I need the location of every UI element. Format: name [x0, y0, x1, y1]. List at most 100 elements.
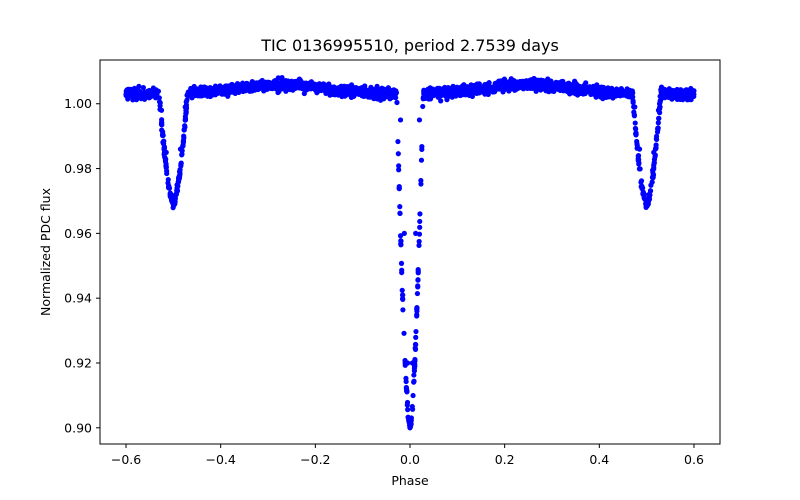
data-point: [176, 169, 183, 175]
data-point: [399, 287, 405, 293]
data-point: [686, 94, 692, 100]
data-point: [405, 407, 411, 413]
data-point: [398, 260, 405, 266]
data-point: [607, 88, 613, 94]
y-tick-label: 0.90: [64, 420, 92, 435]
data-point: [159, 122, 165, 128]
data-point: [650, 175, 656, 181]
data-point: [163, 156, 169, 162]
data-point: [512, 87, 518, 93]
data-point: [417, 211, 423, 217]
data-point: [147, 89, 153, 96]
x-tick-label: 0.0: [400, 452, 420, 467]
data-point: [525, 80, 531, 86]
data-point: [476, 81, 482, 87]
data-point: [289, 87, 295, 93]
data-point: [653, 136, 660, 142]
data-point: [500, 89, 506, 95]
data-point: [182, 117, 189, 123]
data-point: [669, 96, 675, 102]
data-point: [228, 86, 234, 92]
data-point: [374, 96, 381, 102]
data-point: [409, 403, 415, 410]
data-point: [184, 92, 190, 98]
data-point: [234, 82, 240, 89]
data-point: [596, 88, 602, 94]
data-point: [630, 98, 636, 104]
x-tick-label: 0.2: [495, 452, 515, 467]
data-point: [328, 87, 334, 93]
data-point: [533, 88, 539, 94]
data-point: [420, 103, 426, 110]
data-point: [156, 99, 163, 105]
y-tick-label: 0.96: [64, 226, 92, 241]
data-point: [418, 181, 424, 187]
data-point: [180, 138, 187, 144]
data-point: [495, 82, 501, 88]
data-point: [417, 218, 423, 225]
data-point: [160, 139, 166, 145]
data-point: [413, 334, 419, 340]
data-point: [513, 83, 519, 89]
data-point: [156, 95, 162, 101]
data-points-layer: [123, 74, 697, 431]
data-point: [407, 425, 413, 431]
data-point: [662, 88, 669, 94]
y-axis-ticks: 0.90 0.92 0.94 0.96 0.98 1.00: [64, 96, 100, 435]
data-point: [124, 87, 130, 93]
data-point: [132, 88, 139, 94]
data-point: [176, 177, 182, 183]
data-point: [283, 86, 289, 92]
data-point: [490, 89, 496, 95]
data-point: [398, 238, 404, 244]
data-point: [440, 89, 446, 95]
data-point: [421, 93, 427, 99]
data-point: [397, 117, 404, 123]
data-point: [648, 182, 654, 188]
data-point: [339, 90, 345, 96]
data-point: [399, 269, 405, 276]
data-point: [426, 91, 432, 97]
data-point: [574, 89, 580, 95]
data-point: [189, 91, 195, 97]
data-point: [285, 78, 291, 84]
data-point: [580, 87, 587, 94]
data-point: [645, 197, 651, 203]
data-point: [415, 277, 421, 283]
data-point: [376, 88, 382, 94]
data-point: [410, 392, 416, 399]
data-point: [651, 156, 658, 163]
data-point: [630, 94, 636, 100]
y-tick-label: 0.94: [64, 291, 92, 306]
data-point: [638, 183, 644, 190]
data-point: [625, 91, 631, 97]
data-point: [140, 85, 146, 91]
data-point: [412, 341, 419, 347]
data-point: [406, 416, 412, 423]
data-point: [160, 132, 166, 139]
data-point: [606, 94, 612, 100]
data-point: [445, 92, 451, 98]
data-point: [170, 201, 176, 207]
data-point: [218, 84, 224, 91]
data-point: [471, 89, 477, 95]
data-point: [538, 83, 544, 89]
data-point: [546, 89, 552, 95]
data-point: [159, 127, 165, 133]
data-point: [415, 268, 421, 274]
data-point: [411, 372, 417, 378]
data-point: [674, 96, 680, 102]
x-tick-label: 0.6: [684, 452, 704, 467]
data-point: [272, 84, 278, 90]
x-axis-label: Phase: [391, 473, 429, 488]
data-point: [136, 83, 142, 89]
data-point: [384, 87, 390, 93]
data-point: [128, 90, 134, 96]
data-point: [142, 91, 148, 97]
data-point: [646, 191, 652, 198]
data-point: [657, 100, 663, 106]
y-tick-label: 0.92: [64, 355, 92, 370]
data-point: [182, 123, 188, 129]
data-point: [534, 83, 541, 90]
data-point: [416, 242, 422, 248]
